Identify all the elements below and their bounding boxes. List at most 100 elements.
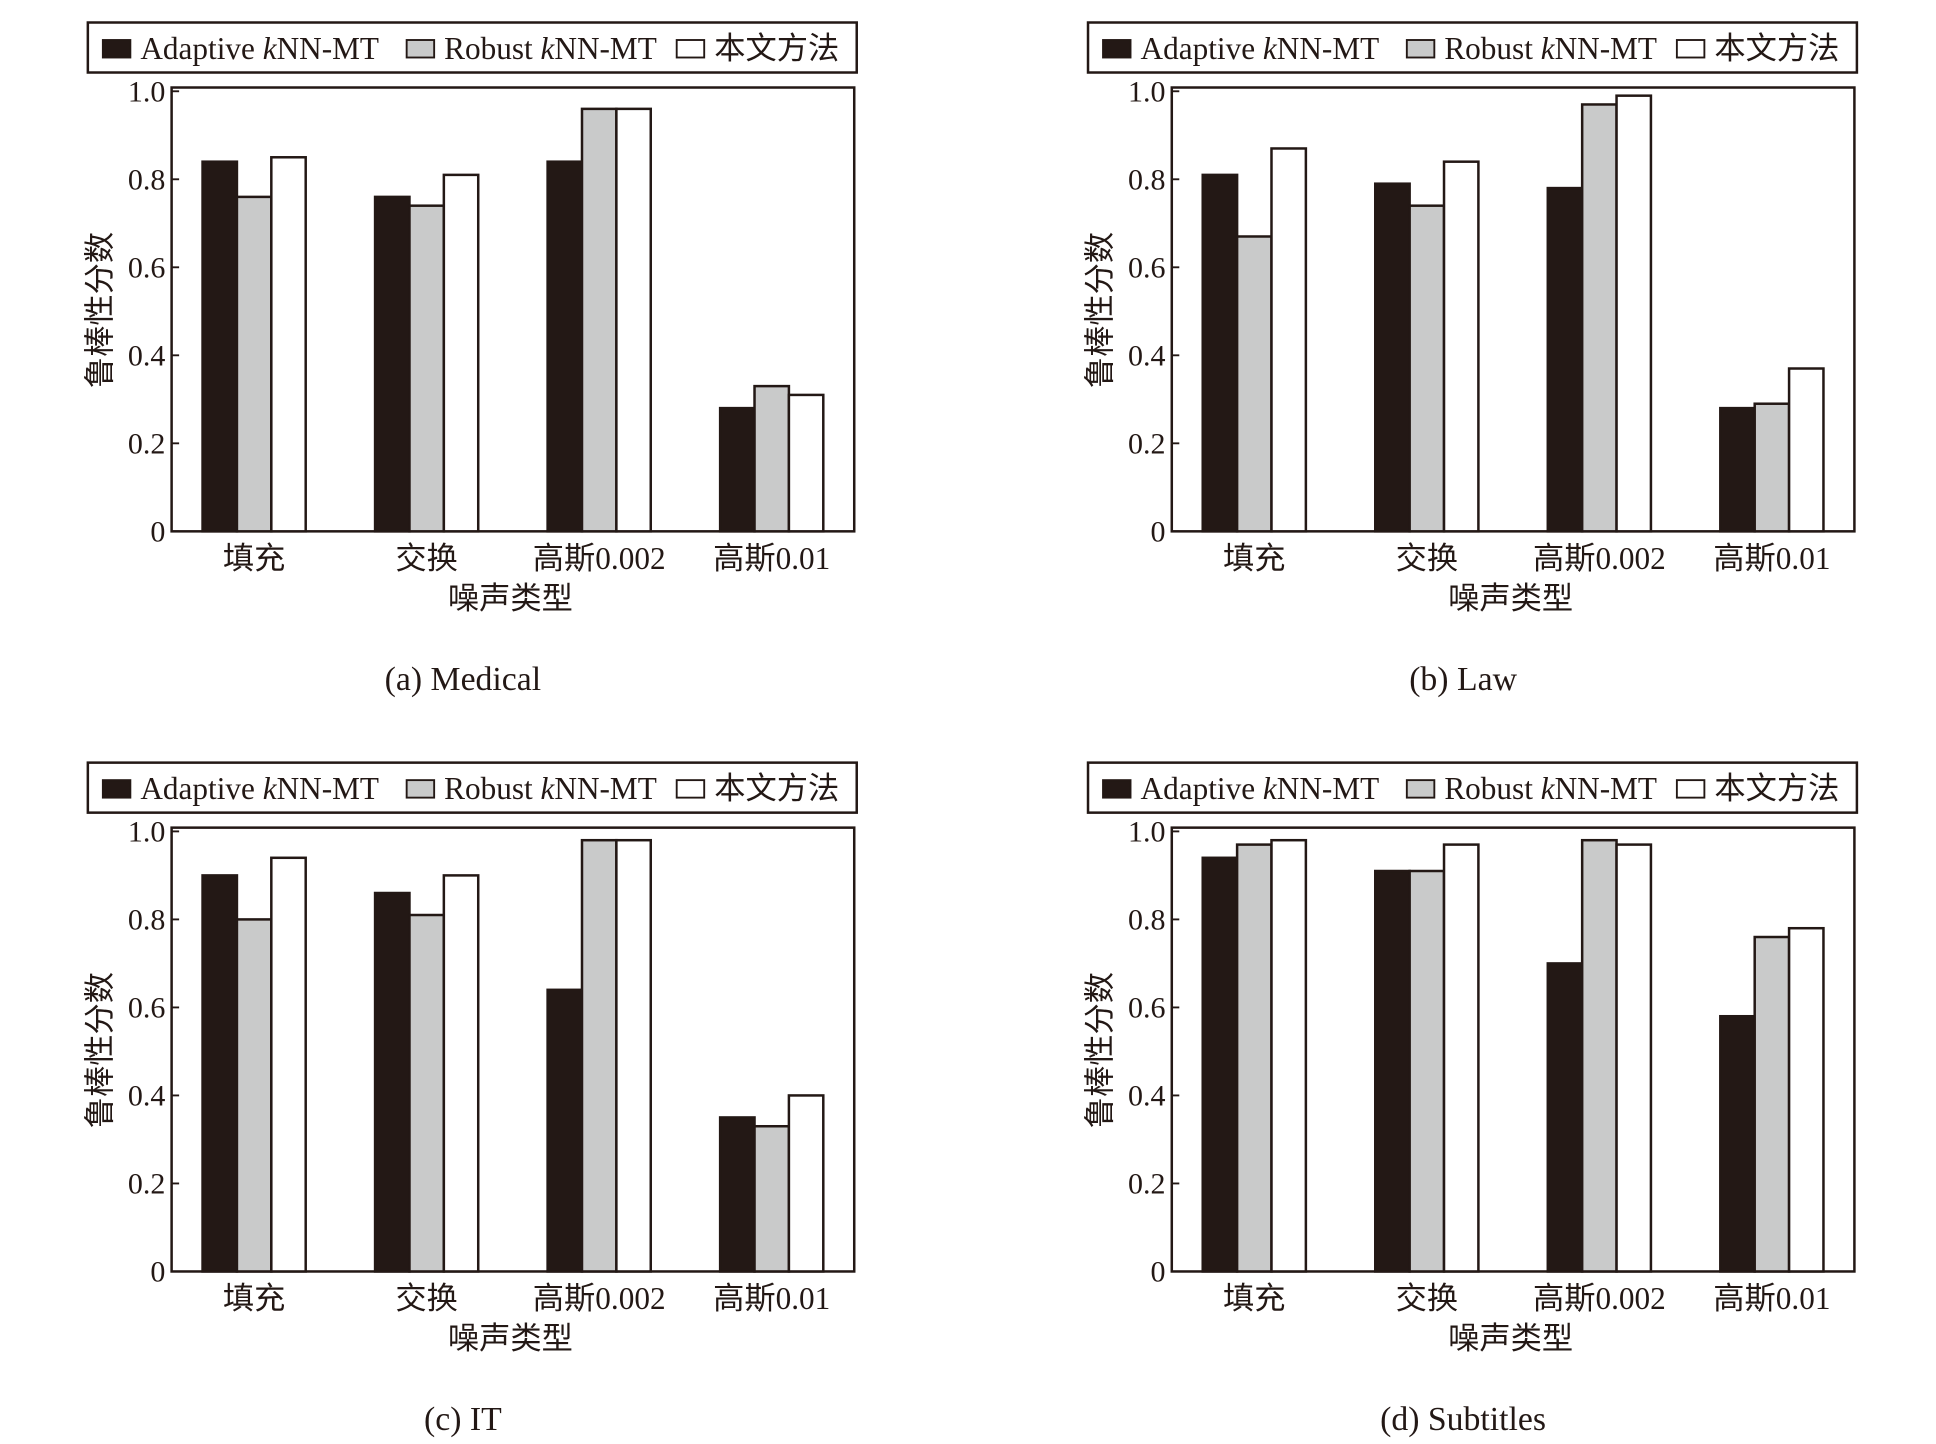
bar	[408, 913, 446, 1273]
bar	[442, 874, 480, 1273]
y-axis-label: 鲁棒性分数	[1083, 232, 1118, 388]
y-tick-label: 1.0	[128, 75, 166, 108]
y-tick-label: 0	[1151, 1255, 1166, 1288]
legend-swatch	[1675, 39, 1706, 59]
chart-panel: Adaptive kNN-MT Robust kNN-MT 本文方法 0 0.2 0.4 0…	[1083, 21, 1859, 698]
y-tick-label: 0.6	[1128, 991, 1166, 1024]
x-axis-label: 噪声类型	[448, 581, 573, 616]
bar	[1719, 1014, 1756, 1273]
chart-caption: (a) Medical	[385, 661, 541, 698]
legend-swatch	[1102, 779, 1132, 799]
bar	[1546, 962, 1584, 1273]
bar	[1270, 147, 1308, 533]
bar	[1408, 204, 1446, 533]
y-tick-label: 0.4	[1128, 1079, 1166, 1112]
bar	[373, 195, 411, 533]
y-axis-label: 鲁棒性分数	[1083, 972, 1118, 1128]
plot-frame	[170, 826, 856, 1273]
y-tick-label: 0.4	[128, 339, 166, 372]
y-tick-label: 0.6	[1128, 251, 1166, 284]
bar	[718, 1116, 756, 1273]
bar	[1580, 103, 1618, 533]
chart-panel: Adaptive kNN-MT Robust kNN-MT 本文方法 0 0.2 0.4 0…	[82, 21, 858, 698]
y-tick-label: 0.6	[128, 991, 166, 1024]
legend: Adaptive kNN-MT Robust kNN-MT 本文方法	[86, 21, 858, 74]
x-tick-label: 填充	[1223, 1281, 1286, 1316]
bar	[1615, 843, 1653, 1273]
legend-label: 本文方法	[714, 31, 839, 66]
chart-caption: (c) IT	[424, 1401, 502, 1438]
chart-caption: (b) Law	[1409, 661, 1517, 698]
bar	[787, 393, 825, 533]
x-axis-label: 噪声类型	[1448, 581, 1573, 616]
plot-frame	[170, 86, 856, 533]
legend-label: 本文方法	[714, 771, 839, 806]
chart-panel: Adaptive kNN-MT Robust kNN-MT 本文方法 0 0.2 0.4 0…	[82, 761, 858, 1438]
legend-box	[1086, 21, 1859, 74]
bar	[270, 156, 307, 533]
bar	[1270, 838, 1308, 1273]
bar	[1753, 402, 1791, 533]
y-tick-label: 0.8	[128, 163, 166, 196]
bar	[580, 838, 618, 1273]
bar	[1201, 173, 1239, 533]
bar	[1442, 160, 1480, 533]
y-tick-label: 0.8	[1128, 163, 1166, 196]
y-tick-label: 0.2	[128, 1167, 166, 1200]
legend-swatch	[405, 39, 436, 59]
x-tick-label: 填充	[223, 541, 286, 576]
bar	[408, 204, 446, 533]
y-tick-label: 0	[150, 515, 165, 548]
x-tick-label: 高斯0.002	[1533, 541, 1666, 576]
y-axis-label: 鲁棒性分数	[82, 972, 117, 1128]
chart-caption: (d) Subtitles	[1380, 1401, 1546, 1438]
legend-swatch	[101, 779, 132, 799]
x-tick-label: 高斯0.002	[1533, 1281, 1666, 1316]
bar	[373, 891, 411, 1273]
x-tick-label: 高斯0.01	[713, 1281, 830, 1316]
plot-frame	[1170, 86, 1856, 533]
bar	[1580, 838, 1618, 1273]
legend-label: Adaptive kNN-MT	[1141, 31, 1380, 66]
y-tick-label: 0.8	[128, 903, 166, 936]
legend-swatch	[675, 779, 706, 799]
bar	[1546, 186, 1584, 533]
x-tick-label: 高斯0.002	[533, 1281, 666, 1316]
legend-label: Adaptive kNN-MT	[140, 771, 379, 806]
legend-label: Adaptive kNN-MT	[140, 31, 379, 66]
y-tick-label: 0.2	[1128, 1167, 1166, 1200]
legend-label: Robust kNN-MT	[444, 771, 657, 806]
y-tick-label: 0	[150, 1255, 165, 1288]
bar	[235, 195, 273, 533]
bar	[580, 107, 618, 533]
bar	[1374, 869, 1411, 1273]
legend-swatch	[405, 779, 436, 799]
x-tick-label: 交换	[395, 541, 458, 576]
bar	[1719, 406, 1756, 533]
bar	[270, 856, 307, 1273]
plot-frame	[1170, 826, 1856, 1273]
legend-label: 本文方法	[1714, 31, 1839, 66]
y-tick-label: 0.4	[128, 1079, 166, 1112]
legend-label: Adaptive kNN-MT	[1141, 771, 1380, 806]
x-axis-label: 噪声类型	[1448, 1321, 1573, 1356]
bar	[442, 173, 480, 533]
bar	[201, 874, 239, 1273]
legend: Adaptive kNN-MT Robust kNN-MT 本文方法	[1086, 21, 1859, 74]
x-tick-label: 交换	[1396, 541, 1458, 576]
bar	[753, 384, 791, 533]
bar	[718, 406, 756, 533]
y-tick-label: 1.0	[128, 815, 166, 848]
bar	[1235, 235, 1273, 533]
y-tick-label: 1.0	[1128, 815, 1166, 848]
y-tick-label: 0.6	[128, 251, 166, 284]
legend: Adaptive kNN-MT Robust kNN-MT 本文方法	[1086, 761, 1859, 814]
bar	[546, 160, 584, 533]
legend: Adaptive kNN-MT Robust kNN-MT 本文方法	[86, 761, 858, 814]
y-tick-label: 0	[1151, 515, 1166, 548]
bar	[1442, 843, 1480, 1273]
y-tick-label: 0.4	[1128, 339, 1166, 372]
x-tick-label: 高斯0.01	[1713, 541, 1830, 576]
bar	[1235, 843, 1273, 1273]
